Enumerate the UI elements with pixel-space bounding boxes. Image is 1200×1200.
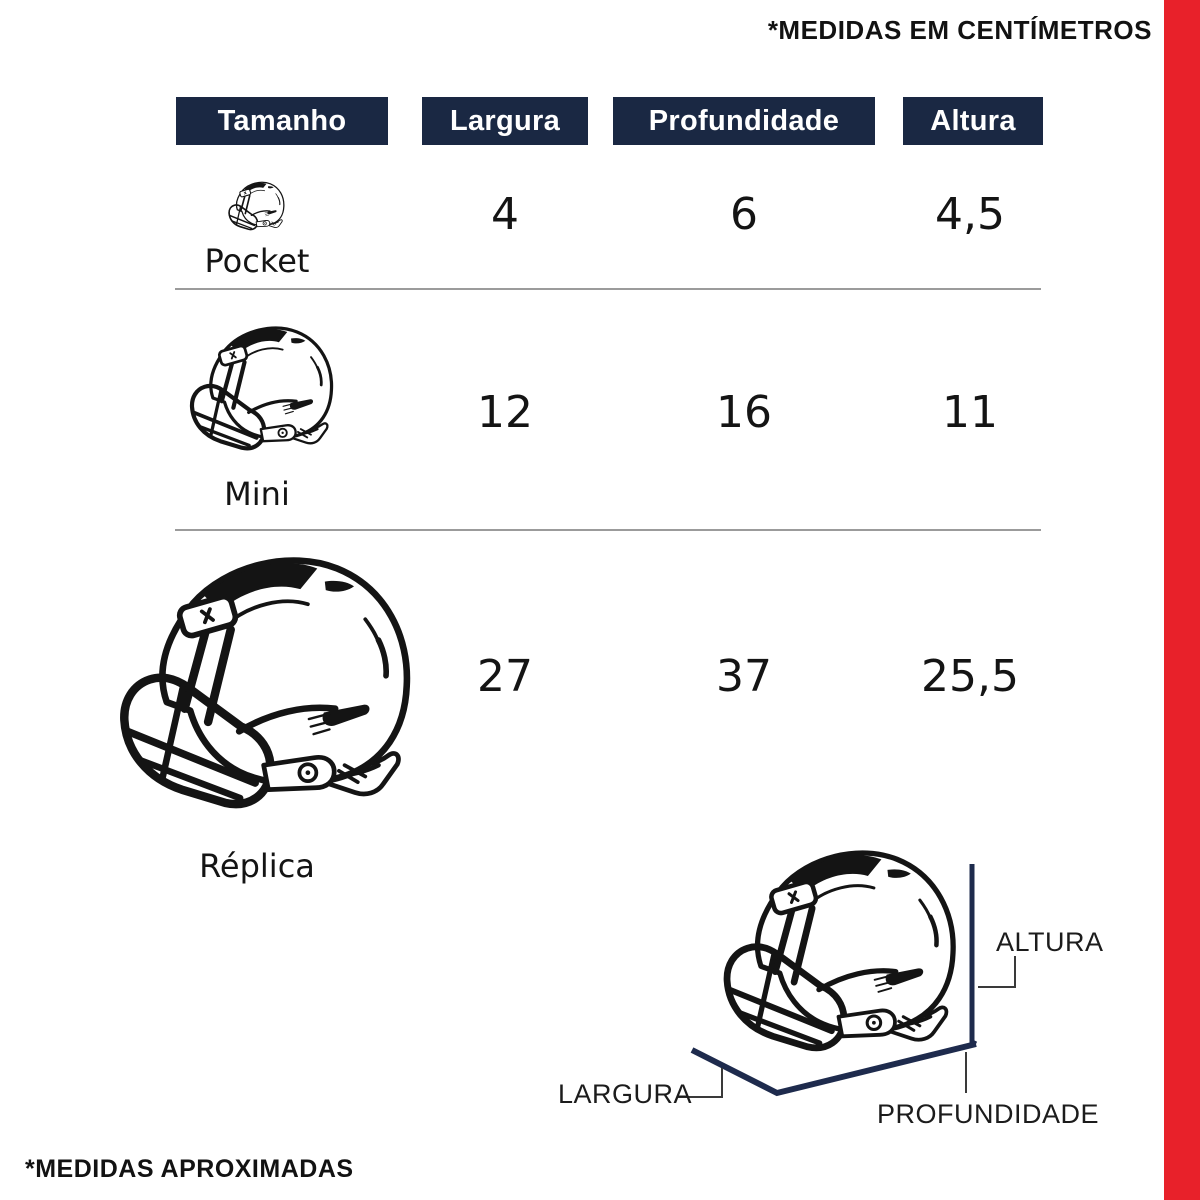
diagram-label-profundidade: PROFUNDIDADE	[877, 1099, 1100, 1129]
value-replica-largura: 27	[477, 651, 533, 702]
helmet-icon-dimension-diagram	[706, 842, 962, 1068]
row-label-replica: Réplica	[199, 847, 315, 885]
value-pocket-profundidade: 6	[730, 189, 758, 240]
row-label-pocket: Pocket	[204, 242, 310, 280]
header-largura: Largura	[422, 97, 588, 145]
units-note: *MEDIDAS EM CENTÍMETROS	[767, 15, 1152, 45]
red-edge-stripe	[1164, 0, 1200, 1200]
row-divider	[175, 529, 1041, 531]
value-replica-profundidade: 37	[716, 651, 772, 702]
value-pocket-largura: 4	[491, 189, 519, 240]
value-mini-largura: 12	[477, 387, 533, 438]
header-profundidade: Profundidade	[613, 97, 875, 145]
header-tamanho: Tamanho	[176, 97, 388, 145]
helmet-icon-pocket	[224, 179, 286, 235]
diagram-label-largura: LARGURA	[558, 1079, 693, 1109]
value-mini-profundidade: 16	[716, 387, 772, 438]
row-divider	[175, 288, 1041, 290]
helmet-icon-mini	[179, 321, 337, 461]
approx-note: *MEDIDAS APROXIMADAS	[25, 1155, 354, 1183]
value-pocket-altura: 4,5	[935, 189, 1005, 240]
header-altura: Altura	[903, 97, 1043, 145]
row-label-mini: Mini	[224, 475, 290, 513]
value-replica-altura: 25,5	[921, 651, 1019, 702]
helmet-icon-replica	[98, 546, 418, 830]
diagram-label-altura: ALTURA	[996, 927, 1104, 957]
value-mini-altura: 11	[942, 387, 998, 438]
